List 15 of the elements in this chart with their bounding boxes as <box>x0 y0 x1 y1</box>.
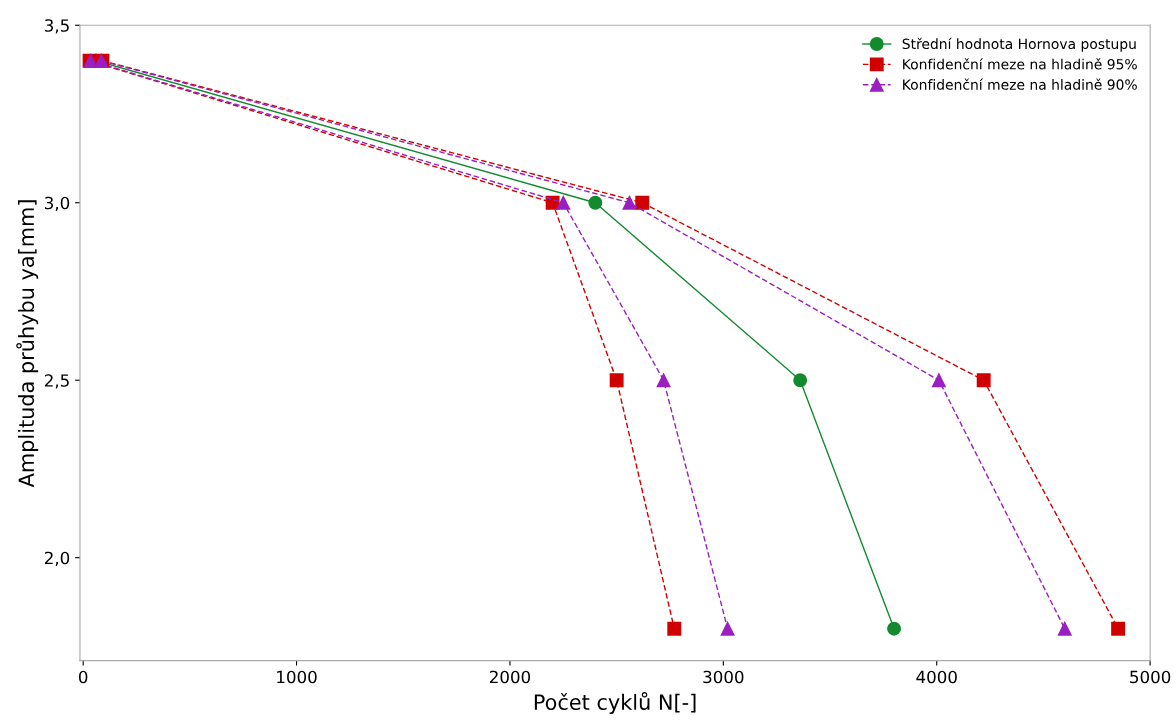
legend-label: Konfidenční meze na hladině 90% <box>903 78 1137 90</box>
legend-label: Konfidenční meze na hladině 95% <box>903 58 1137 70</box>
x-tick-label: 1000 <box>277 670 317 684</box>
legend-label: Střední hodnota Hornova postupu <box>902 37 1136 52</box>
x-tick-label: 0 <box>78 670 88 684</box>
x-tick-label: 2000 <box>489 670 531 684</box>
y-tick-label: 3,5 <box>45 19 69 34</box>
x-axis-title: Počet cyklů N[-] <box>534 692 696 715</box>
y-tick-label: 2,5 <box>44 374 69 389</box>
y-tick-label: 3,0 <box>45 196 70 212</box>
x-tick-label: 5000 <box>1130 670 1171 684</box>
x-tick-label: 3000 <box>703 670 744 684</box>
x-tick-label: 4000 <box>916 670 957 684</box>
y-tick-label: 2,0 <box>44 551 70 566</box>
y-axis-title: Amplituda průhybu ya[mm] <box>16 200 39 488</box>
